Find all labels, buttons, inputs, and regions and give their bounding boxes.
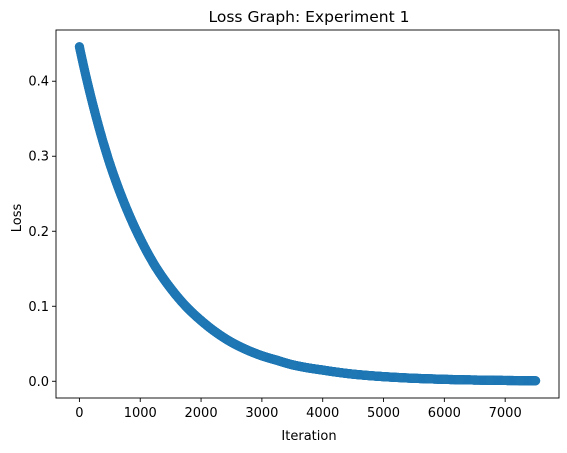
plot-frame [55, 29, 560, 399]
data-point [318, 365, 328, 375]
data-point [272, 355, 282, 365]
y-axis-label: Loss [10, 204, 25, 233]
data-point [333, 367, 343, 377]
plot-marks [74, 42, 541, 386]
x-tick-label: 7000 [489, 406, 522, 421]
data-point [166, 283, 176, 293]
data-point [287, 360, 297, 370]
y-tick-label: 0.4 [28, 75, 49, 90]
data-point [424, 374, 434, 384]
x-tick-label: 5000 [367, 406, 400, 421]
x-tick-label: 2000 [185, 406, 218, 421]
data-point [439, 374, 449, 384]
data-point [485, 375, 495, 385]
axes-group: 0 1000 2000 3000 4000 5000 6000 7000 0.0 0.1 0.2 0.… [28, 29, 560, 421]
x-tick-label: 3000 [245, 406, 278, 421]
data-point [348, 369, 358, 379]
data-point [120, 200, 130, 210]
data-point [74, 42, 85, 52]
data-point [226, 337, 237, 347]
data-point [302, 363, 313, 373]
y-tick-label: 0.2 [28, 225, 49, 240]
data-point [363, 370, 373, 381]
data-point [378, 372, 389, 382]
chart-title: Loss Graph: Experiment 1 [209, 8, 410, 26]
data-point [470, 375, 480, 385]
data-point [500, 375, 510, 386]
x-tick-label: 4000 [306, 406, 339, 421]
y-tick-label: 0.0 [28, 375, 49, 390]
x-tick-label: 1000 [124, 406, 157, 421]
x-axis-label: Iteration [281, 429, 336, 444]
y-tick-label: 0.1 [28, 300, 49, 315]
data-point [135, 234, 145, 244]
data-point [150, 261, 161, 272]
data-point [242, 345, 252, 355]
data-point [196, 315, 206, 326]
data-point [454, 375, 465, 385]
x-tick-label: 0 [75, 406, 83, 421]
data-point [211, 327, 221, 338]
data-point [530, 376, 541, 386]
data-point [394, 372, 404, 383]
data-point [105, 159, 115, 169]
data-point [515, 376, 525, 386]
data-point [90, 106, 100, 116]
data-point [409, 373, 419, 383]
data-point [257, 351, 267, 361]
y-tick-label: 0.3 [28, 150, 49, 165]
data-point [181, 301, 191, 311]
x-tick-label: 6000 [428, 406, 461, 421]
